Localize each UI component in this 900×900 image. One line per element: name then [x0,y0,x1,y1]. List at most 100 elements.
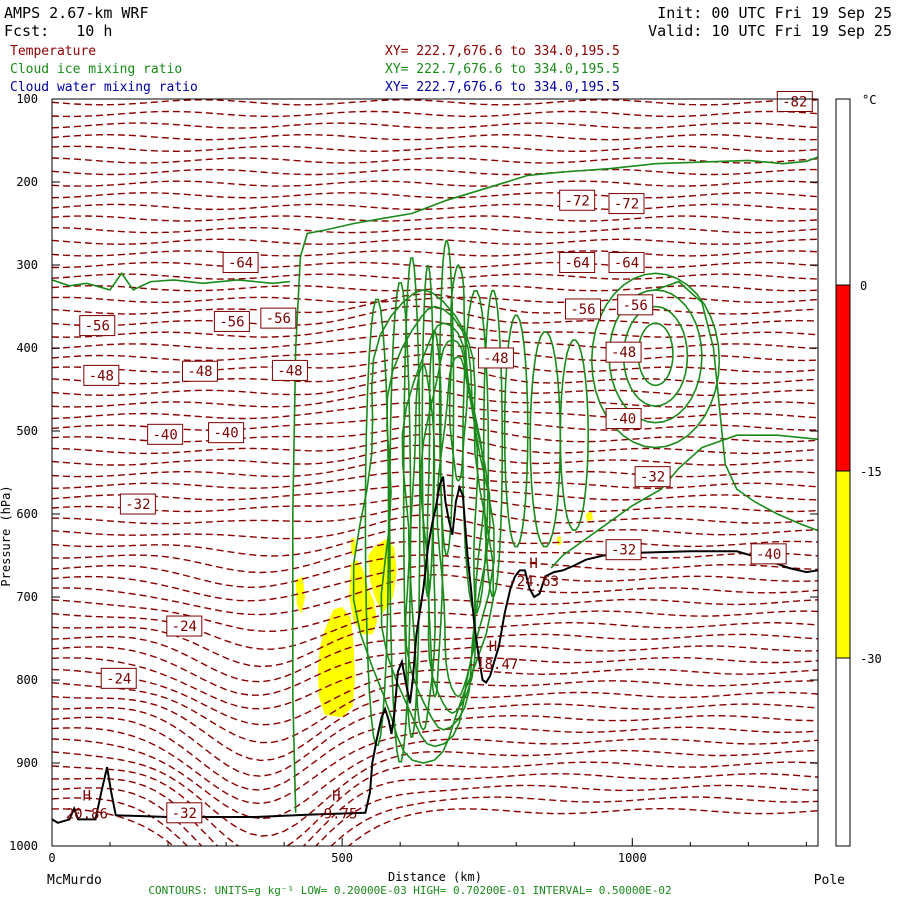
isotherm-line [52,784,818,846]
extremum-value: -18.47 [468,657,519,673]
y-tick-label: 900 [16,756,38,770]
extremum-value: 20.86 [66,806,108,822]
forecast-hour: Fcst: 10 h [4,22,113,40]
isotherm-label-box [213,310,250,332]
isotherm-line [52,388,818,408]
isotherm-line [52,444,818,466]
left-end-label: McMurdo [47,873,102,888]
isotherm-line [52,714,818,791]
isotherm-line [52,514,818,540]
ice-contour-right-arc [655,280,818,532]
isotherm-line [52,494,818,513]
isotherm-line [52,319,818,338]
y-tick-label: 400 [16,341,38,355]
ice-contour-upper-left [52,271,290,291]
ice-contour-core [448,263,469,482]
extremum-marker: H [332,788,340,804]
x-tick-label: 0 [48,851,55,865]
y-tick-label: 600 [16,507,38,521]
model-title: AMPS 2.67-km WRF [4,4,149,22]
isotherm-line [52,564,818,602]
isotherm-label: -40 [611,412,636,428]
isotherm-line [52,133,818,141]
isotherm-label-box [605,539,642,561]
ice-contour-plume [503,314,529,548]
isotherm-line [52,668,818,726]
plot-frame [51,98,819,847]
colorbar: °C 0 -15 -30 [835,93,882,847]
isotherm-line [52,157,818,164]
x-tick-label: 500 [331,851,353,865]
isotherm-label: -56 [623,298,648,314]
isotherm-line [52,484,818,501]
isotherm-label: -40 [756,547,781,563]
isotherm-label: -56 [85,319,110,335]
y-tick-label: 300 [16,258,38,272]
ice-contour-plume [421,265,435,597]
right-end-label: Pole [814,873,845,888]
y-tick-label: 1000 [9,839,38,853]
isotherm-line [52,726,818,805]
isotherm-label: -64 [614,256,639,272]
ice-contour-plume [462,290,490,614]
isotherm-label-box [147,423,184,445]
isotherm-label-box [617,294,654,316]
colorbar-title: °C [862,93,876,107]
isotherm-label: -56 [570,302,595,318]
ice-contour-core [436,355,479,698]
isotherm-label: -48 [277,363,302,379]
isotherm-label-box [608,252,645,274]
contours-footer: CONTOURS: UNITS=g kg⁻¹ LOW= 0.20000E-03 … [148,884,671,897]
ice-contour-plume [559,339,589,531]
isotherm-line [52,796,818,846]
isotherm-label: -40 [213,426,238,442]
x-tick-label: 1000 [618,851,647,865]
isotherm-line [52,691,818,762]
isotherm-line [52,540,818,574]
isotherm-label-box [559,189,596,211]
isotherm-label-box [605,408,642,430]
isotherm-line [52,433,818,455]
isotherm-label: -24 [172,619,197,635]
ice-contour-plume [482,289,504,597]
isotherm-label-box [166,615,203,637]
isotherm-label-box [119,493,156,515]
field-temperature: Temperature [10,44,97,59]
isotherm-line [52,122,818,129]
fill-patch-d [295,576,305,614]
isotherm-label-box [634,466,671,488]
isotherm-label-box [181,360,218,382]
isotherm-line [52,703,818,777]
ice-envelope-top [292,156,818,813]
isotherm-line [52,250,818,257]
isotherm-label-box [208,422,245,444]
ice-contour-upper-right [637,322,674,387]
field-cloud-ice: Cloud ice mixing ratio [10,62,183,77]
isotherm-line [52,353,818,373]
isotherm-line [52,215,818,222]
isotherm-line [52,808,818,846]
xy-temperature: XY= 222.7,676.6 to 334.0,195.5 [385,44,620,59]
isotherm-line [52,296,818,304]
ice-contour-core [401,322,491,731]
ice-contour-upper-right [590,272,721,449]
isotherm-label-box [83,364,120,386]
isotherm-label: -40 [153,427,178,443]
y-tick-label: 700 [16,590,38,604]
valid-time: Valid: 10 UTC Fri 19 Sep 25 [648,22,892,40]
isotherm-label: -32 [611,543,636,559]
isotherm-label-box [477,347,514,369]
isotherm-label: -72 [565,193,590,209]
isotherm-line [52,333,818,350]
isotherm-label: -64 [565,256,590,272]
extremum-value: -24.63 [508,574,559,590]
isotherm-label-box [559,252,596,274]
y-tick-label: 500 [16,424,38,438]
isotherm-line [52,363,818,385]
isotherm-label-box [564,298,601,320]
y-tick-label: 100 [16,92,38,106]
isotherm-label: -32 [125,497,150,513]
xy-cloud-ice: XY= 222.7,676.6 to 334.0,195.5 [385,62,620,77]
terrain-profile [52,476,818,824]
